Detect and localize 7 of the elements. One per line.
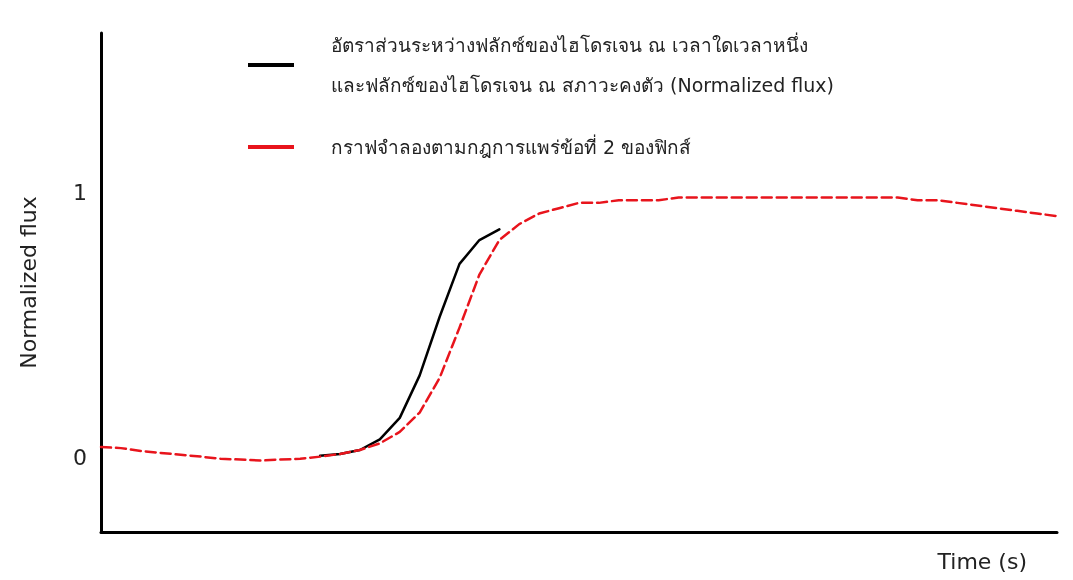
x-axis-title: Time (s) xyxy=(936,548,1027,574)
line-series xyxy=(99,196,1059,462)
y-tick-label: 1 xyxy=(73,179,87,205)
legend-label: อัตราส่วนระหว่างฟลักซ์ของไฮโดรเจน ณ เวลาใดเวลาหนึ่ง และฟลักซ์ของไฮโดรเจน ณ สภาวะคงตัว (Normalized flux) xyxy=(331,32,834,96)
y-tick-label: 0 xyxy=(73,445,87,471)
y-axis-title: Normalized flux xyxy=(15,196,41,369)
legend-label: กราฟจำลองตามกฎการแพร่ข้อที่ 2 ของฟิกส์ xyxy=(331,134,692,158)
